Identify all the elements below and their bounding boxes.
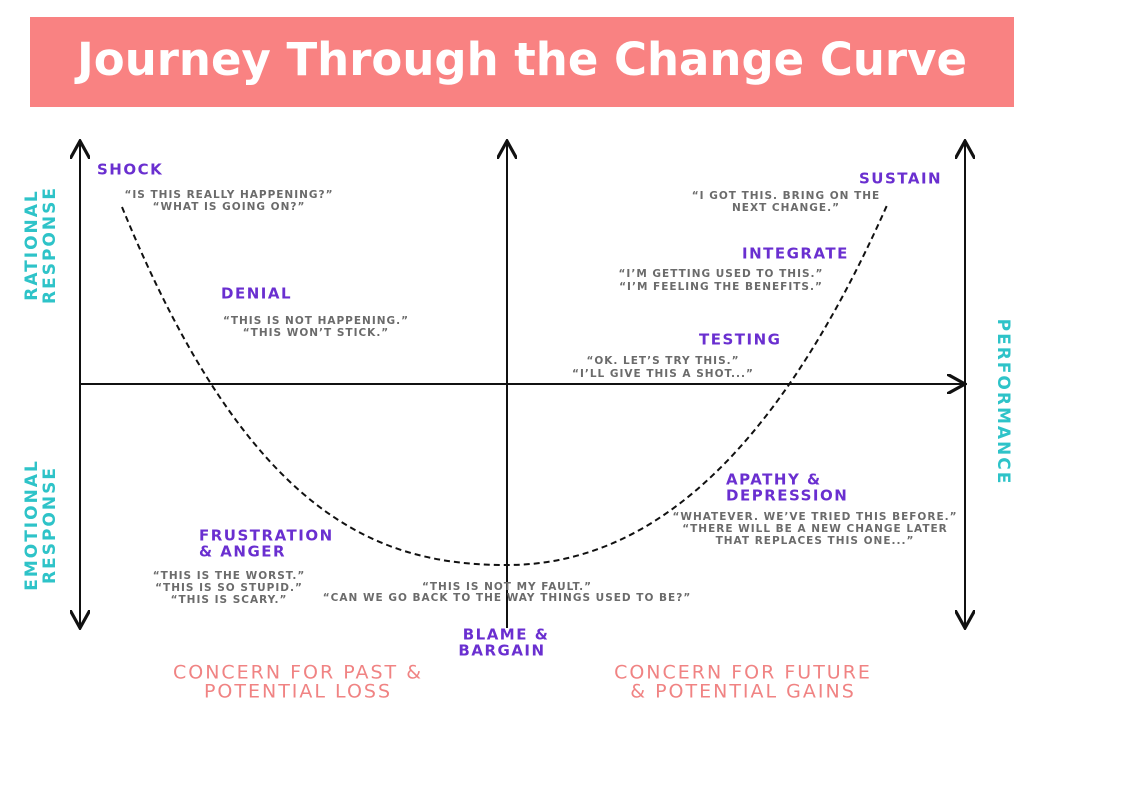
stage-name: DENIAL [221,285,292,303]
bottom-label: CONCERN FOR PAST & [173,662,423,684]
stage-quote: “THERE WILL BE A NEW CHANGE LATER [682,523,948,535]
stage-quote: “OK. LET’S TRY THIS.” [586,355,739,367]
stage-quote: “THIS WON’T STICK.” [243,327,389,339]
stage-quote: “IS THIS REALLY HAPPENING?” [124,189,333,201]
stage-name: DEPRESSION [726,487,848,505]
axis-label: RATIONAL [22,189,42,301]
stage-quote: NEXT CHANGE.” [732,202,840,214]
stage-quote: THAT REPLACES THIS ONE...” [716,535,915,547]
stage-quote: “I GOT THIS. BRING ON THE [692,190,880,202]
stage-name: BARGAIN [458,642,545,660]
axis-label: RESPONSE [40,186,60,304]
stage-name: SUSTAIN [859,170,942,188]
stage-name: BLAME & [463,626,550,644]
stage-quote: “THIS IS NOT HAPPENING.” [223,315,409,327]
stage-quote: “CAN WE GO BACK TO THE WAY THINGS USED T… [323,592,691,604]
axis-label: PERFORMANCE [993,319,1013,486]
axis-label: EMOTIONAL [22,459,42,591]
stage-quote: “THIS IS SO STUPID.” [155,582,303,594]
bottom-label: CONCERN FOR FUTURE [614,662,872,684]
bottom-label: & POTENTIAL GAINS [630,681,856,703]
stage-quote: “THIS IS SCARY.” [171,594,288,606]
stage-quote: “I’M GETTING USED TO THIS.” [619,268,824,280]
change-curve [121,202,889,567]
stage-quote: “WHAT IS GOING ON?” [153,201,306,213]
stage-name: & ANGER [199,543,286,561]
title: Journey Through the Change Curve [74,33,967,86]
title-banner [30,17,1014,107]
bottom-label: POTENTIAL LOSS [204,681,392,703]
stage-quote: “I’M FEELING THE BENEFITS.” [619,281,823,293]
stage-quote: “I’LL GIVE THIS A SHOT...” [572,368,754,380]
stage-name: FRUSTRATION [199,527,334,545]
stage-name: APATHY & [726,471,822,489]
axis-label: RESPONSE [40,466,60,584]
stage-name: SHOCK [97,161,163,179]
stage-name: TESTING [699,331,781,349]
stage-quote: “THIS IS NOT MY FAULT.” [422,581,592,593]
stage-name: INTEGRATE [742,245,849,263]
stage-quote: “THIS IS THE WORST.” [153,570,306,582]
stage-quote: “WHATEVER. WE’VE TRIED THIS BEFORE.” [672,511,957,523]
